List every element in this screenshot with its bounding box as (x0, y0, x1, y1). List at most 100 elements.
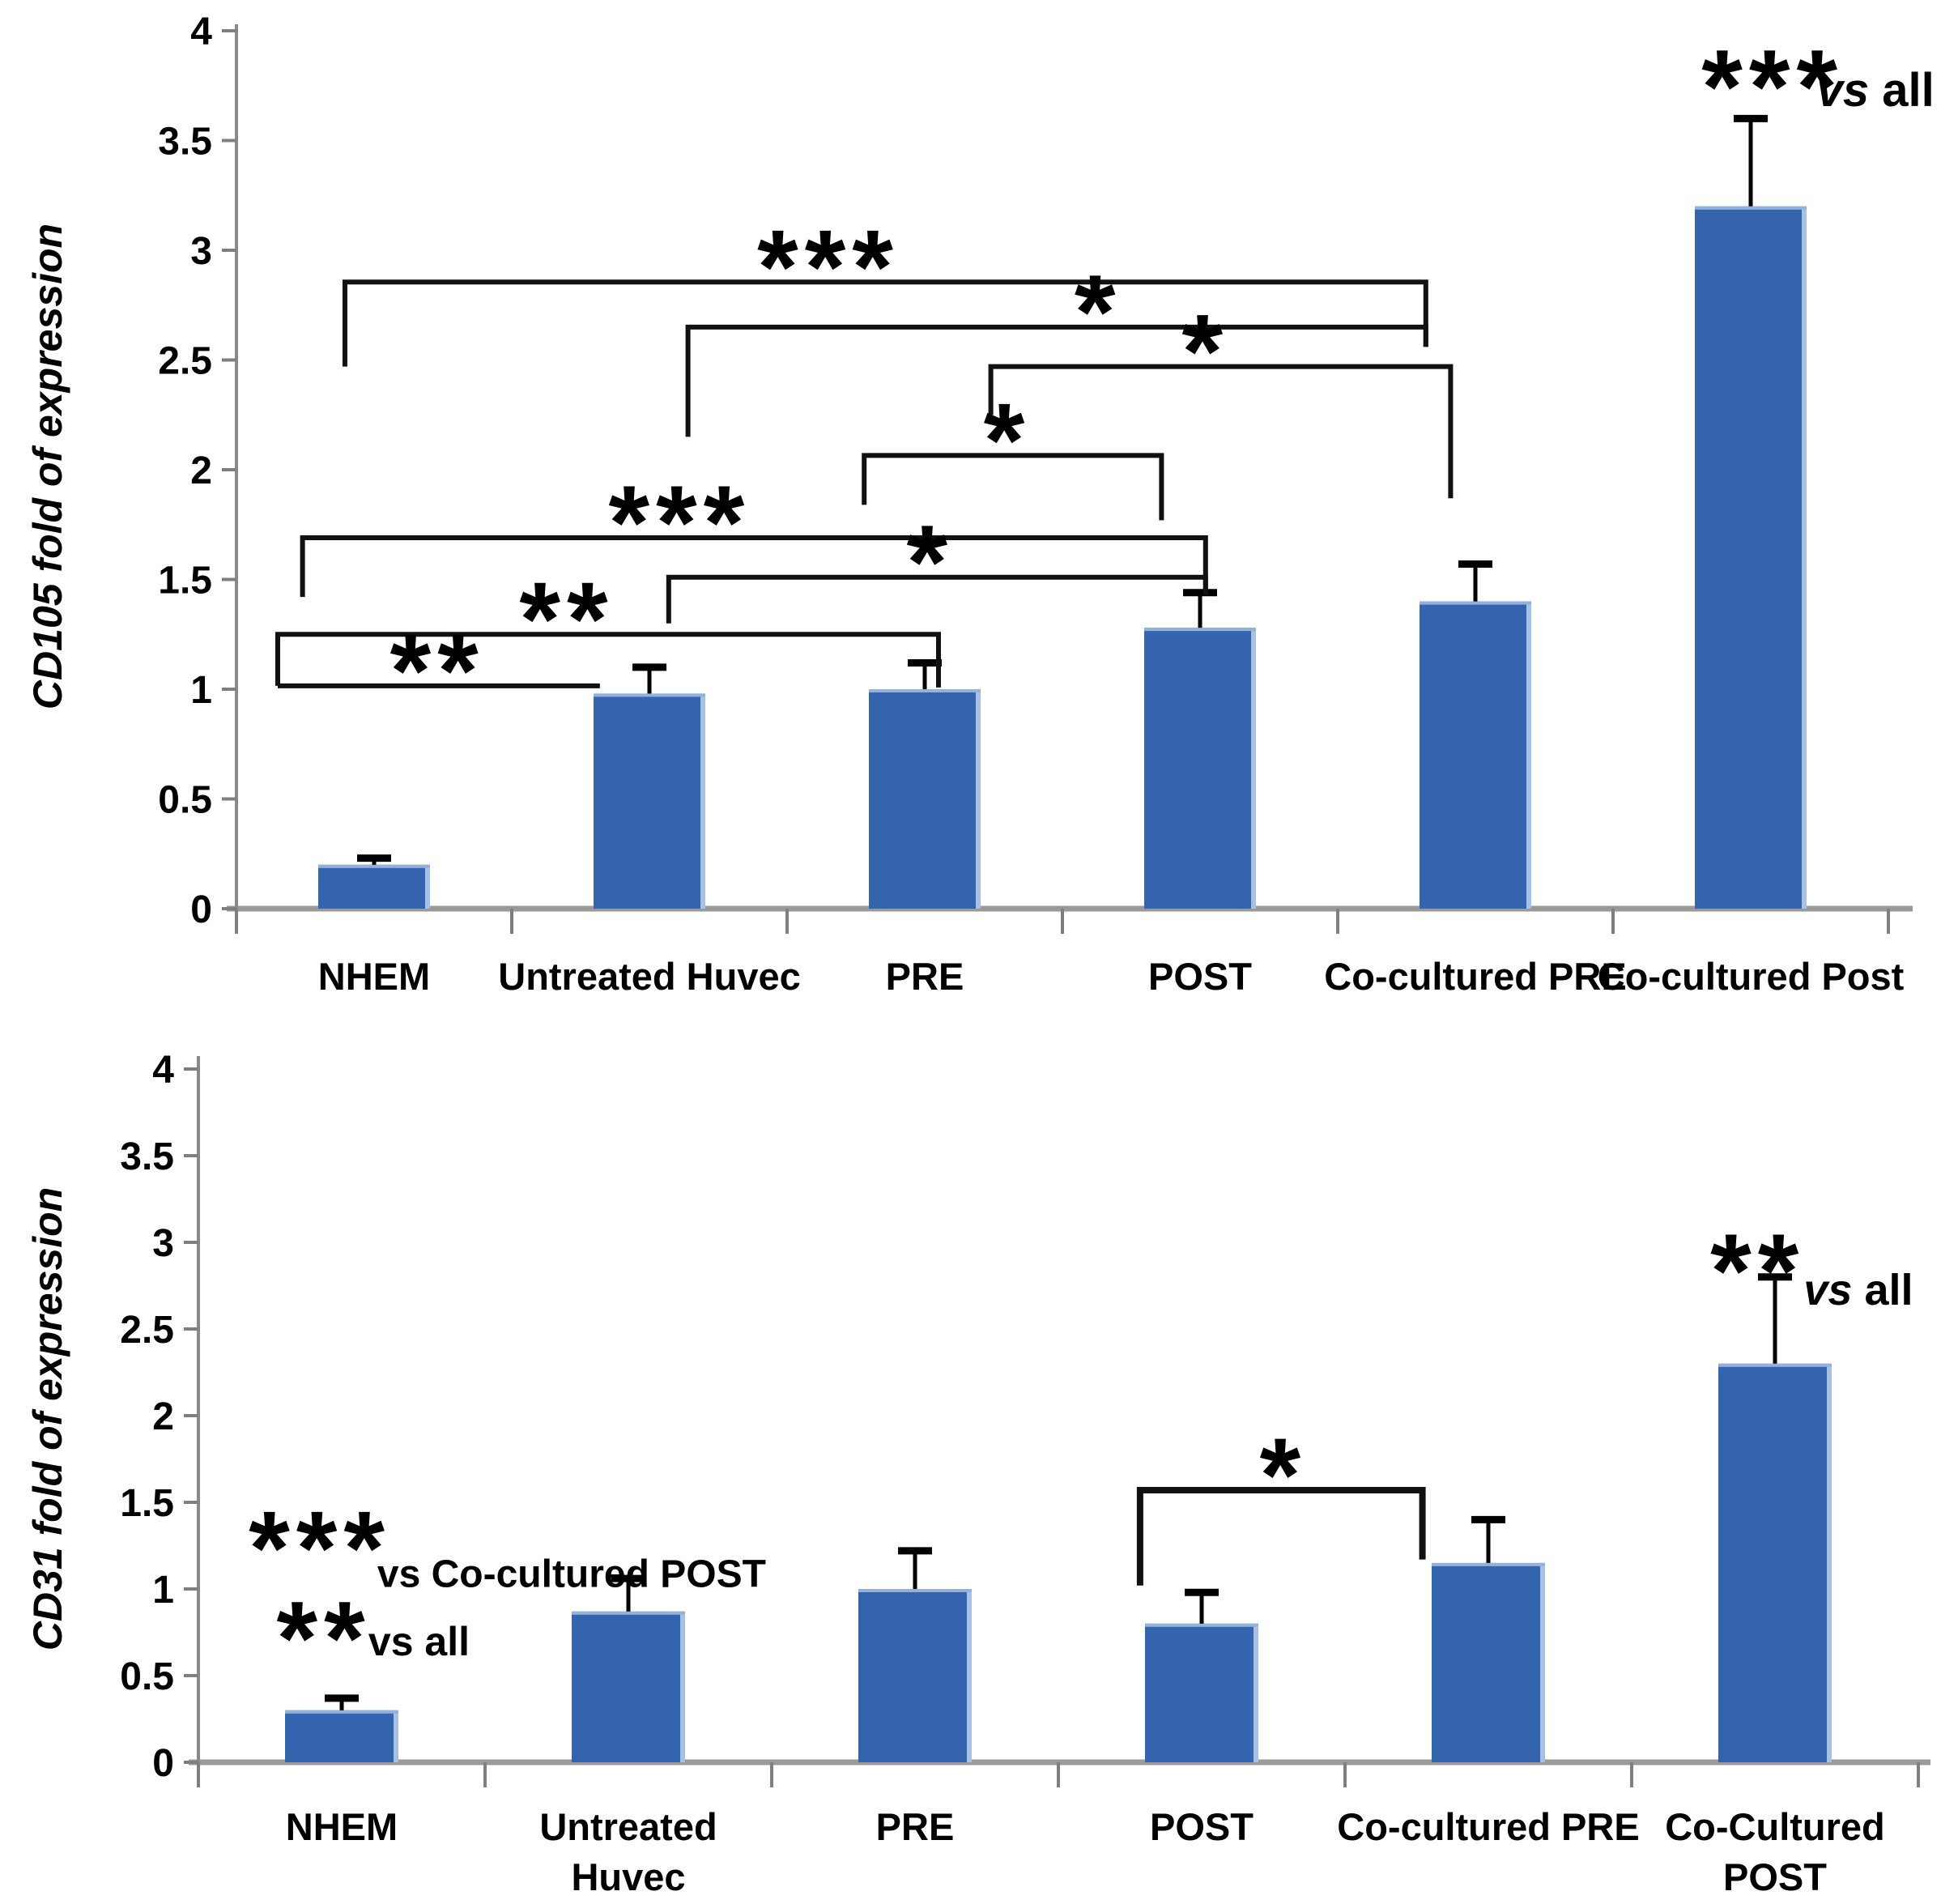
category-label: Co-cultured Post (1598, 955, 1905, 998)
stars-annotation: ** (276, 1579, 371, 1697)
bar-group-pre (869, 658, 981, 909)
y-tick-label: 4 (190, 11, 212, 53)
vs-annotation: vs all (368, 1619, 470, 1664)
bar-top-highlight (285, 1710, 398, 1714)
bar-group-nhem (318, 854, 430, 909)
bar-top-highlight (1432, 1562, 1545, 1566)
bar-top-highlight (1144, 628, 1256, 632)
bar-edge-highlight (1827, 1363, 1832, 1762)
y-tick-label: 2 (190, 449, 212, 492)
y-tick-label: 3.5 (158, 121, 212, 164)
bar-group-untreated-huvec (594, 663, 705, 909)
bar-group-post (1144, 589, 1256, 909)
bar-edge-highlight (1802, 206, 1807, 909)
y-tick-label: 0 (152, 1742, 174, 1785)
y-tick-label: 1 (152, 1569, 174, 1612)
significance-stars: ** (390, 611, 485, 730)
significance-stars: * (1182, 292, 1230, 411)
bar-top-highlight (1420, 601, 1531, 605)
y-tick-label: 0 (190, 888, 212, 931)
significance-stars: * (984, 381, 1032, 499)
y-axis-title: CD31 fold of expression (25, 1187, 70, 1651)
bar-co-cultured-pre (1420, 601, 1531, 909)
bar-pre (869, 689, 981, 909)
significance-bracket (666, 574, 1208, 624)
stars-annotation: *** (249, 1489, 391, 1607)
bar-co-cultured-post (1718, 1363, 1832, 1762)
category-label: Huvec (571, 1855, 685, 1898)
bar-edge-highlight (425, 864, 430, 909)
significance-stars: * (907, 503, 955, 621)
bar-edge-highlight (1526, 601, 1531, 909)
category-label: POST (1148, 955, 1252, 998)
category-label: POST (1150, 1805, 1254, 1848)
y-tick-label: 2.5 (120, 1309, 174, 1352)
y-tick-label: 0.5 (120, 1655, 174, 1698)
category-label: PRE (876, 1805, 955, 1848)
bar-top-highlight (869, 689, 981, 692)
significance-stars: *** (757, 207, 900, 326)
bar-post (1145, 1623, 1258, 1762)
y-tick-label: 2 (152, 1395, 174, 1438)
category-label: POST (1723, 1855, 1827, 1898)
bar-edge-highlight (976, 689, 981, 909)
bar-post (1144, 628, 1256, 909)
significance-stars: *** (609, 463, 751, 581)
bar-top-highlight (858, 1589, 972, 1592)
y-tick-label: 1.5 (120, 1482, 174, 1525)
bar-edge-highlight (967, 1589, 972, 1762)
category-label: Untreated (539, 1805, 717, 1848)
bar-top-highlight (572, 1611, 685, 1615)
bar-edge-highlight (1540, 1562, 1545, 1762)
significance-bracket (275, 632, 941, 688)
significance-bracket (862, 453, 1164, 521)
y-tick-label: 1 (190, 669, 212, 712)
y-tick-label: 3 (190, 230, 212, 273)
bar-edge-highlight (394, 1710, 398, 1762)
significance-stars: * (1260, 1416, 1308, 1534)
cd105-chart: CD105 fold of expression 0 0.5 1 1.5 2 2.5 3 3.… (25, 11, 1935, 998)
bar-edge-highlight (700, 693, 705, 909)
category-label: PRE (886, 955, 964, 998)
category-label: Co-Cultured (1665, 1805, 1885, 1848)
bar-pre (858, 1589, 972, 1762)
y-tick-label: 2.5 (158, 340, 212, 383)
bar-group-co-cultured-post (1695, 114, 1807, 909)
significance-bracket (1136, 1487, 1426, 1586)
bar-nhem (285, 1710, 398, 1762)
cd31-chart: CD31 fold of expression 0 0.5 1 1.5 2 2.5 3 3.5… (25, 1049, 1930, 1898)
significance-bracket (685, 324, 1428, 437)
bar-top-highlight (1145, 1623, 1258, 1627)
bar-group-co-cultured-post (1718, 1273, 1832, 1762)
significance-bracket (300, 535, 1208, 598)
vs-annotation: vs Co-cultured POST (377, 1553, 766, 1596)
category-label: Co-cultured PRE (1337, 1805, 1639, 1848)
bar-co-cultured-pre (1432, 1562, 1545, 1762)
bar-top-highlight (594, 693, 705, 697)
category-label: Co-cultured PRE (1324, 955, 1626, 998)
significance-stars: * (1075, 253, 1122, 371)
bar-group-co-cultured-pre (1420, 560, 1531, 909)
bar-co-cultured-post (1695, 206, 1807, 909)
bar-group-co-cultured-pre (1432, 1515, 1545, 1762)
bar-untreated-huvec (594, 693, 705, 909)
bar-edge-highlight (680, 1611, 685, 1762)
bar-nhem (318, 864, 430, 909)
y-tick-label: 1.5 (158, 560, 212, 603)
y-tick-label: 0.5 (158, 779, 212, 822)
category-label: NHEM (286, 1805, 398, 1848)
category-label: NHEM (318, 955, 430, 998)
significance-bracket (342, 279, 1428, 367)
bar-edge-highlight (1251, 628, 1256, 909)
significance-bracket (988, 364, 1454, 499)
significance-stars: ** (519, 560, 614, 678)
bar-untreated-huvec (572, 1611, 685, 1762)
bar-group-post (1145, 1588, 1258, 1762)
bar-group-untreated-huvec (572, 1574, 685, 1762)
bar-edge-highlight (1254, 1623, 1258, 1762)
vs-annotation: vs all (1817, 64, 1935, 117)
bar-top-highlight (1718, 1363, 1832, 1367)
bar-top-highlight (1695, 206, 1807, 210)
y-tick-label: 3 (152, 1222, 174, 1265)
y-tick-label: 3.5 (120, 1135, 174, 1178)
